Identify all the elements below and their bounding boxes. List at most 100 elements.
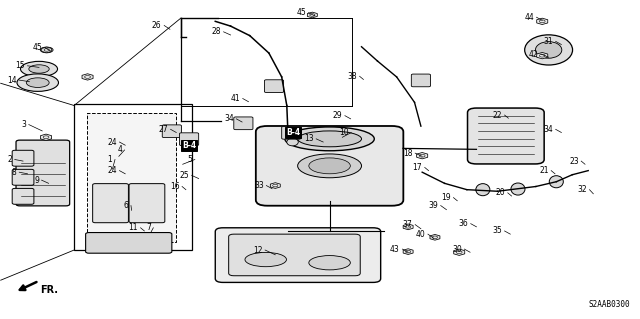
Text: 13: 13 [304, 134, 314, 143]
FancyBboxPatch shape [215, 228, 381, 282]
Polygon shape [403, 224, 413, 230]
Ellipse shape [29, 65, 49, 73]
Ellipse shape [40, 47, 53, 53]
Text: 11: 11 [129, 223, 138, 232]
Text: B-4: B-4 [286, 128, 300, 137]
FancyBboxPatch shape [282, 126, 301, 139]
Text: 7: 7 [146, 223, 151, 232]
Text: 17: 17 [413, 163, 422, 172]
Text: 34: 34 [543, 125, 553, 134]
Text: B-4: B-4 [182, 141, 196, 150]
Text: 15: 15 [15, 61, 25, 70]
Ellipse shape [309, 158, 350, 174]
Polygon shape [270, 183, 280, 189]
Text: 9: 9 [34, 176, 39, 185]
Ellipse shape [511, 183, 525, 195]
Text: 39: 39 [428, 201, 438, 210]
Text: 5: 5 [188, 155, 192, 164]
Text: 21: 21 [539, 166, 548, 175]
Ellipse shape [549, 176, 563, 188]
Ellipse shape [287, 129, 298, 136]
Text: 24: 24 [108, 137, 117, 146]
Text: 30: 30 [452, 245, 462, 254]
Text: 19: 19 [442, 193, 451, 202]
Polygon shape [403, 249, 413, 255]
Text: 43: 43 [390, 245, 400, 254]
Polygon shape [417, 152, 428, 159]
Text: 14: 14 [7, 76, 17, 85]
FancyBboxPatch shape [12, 169, 34, 185]
Text: 40: 40 [415, 230, 426, 239]
Text: 16: 16 [170, 182, 179, 191]
Polygon shape [454, 249, 465, 256]
Text: 25: 25 [179, 171, 189, 180]
Text: 36: 36 [458, 219, 468, 228]
FancyBboxPatch shape [16, 140, 70, 206]
FancyBboxPatch shape [179, 133, 198, 145]
Polygon shape [537, 52, 548, 59]
Ellipse shape [26, 78, 49, 87]
Text: 37: 37 [403, 220, 413, 229]
Text: 4: 4 [117, 145, 122, 154]
Bar [87, 114, 176, 242]
Text: 22: 22 [493, 111, 502, 120]
Text: 35: 35 [492, 226, 502, 235]
FancyBboxPatch shape [86, 233, 172, 253]
Text: 12: 12 [253, 246, 262, 255]
Text: 31: 31 [543, 37, 553, 46]
Text: 26: 26 [152, 21, 162, 30]
Text: FR.: FR. [40, 286, 58, 295]
FancyBboxPatch shape [12, 150, 34, 166]
Text: 38: 38 [348, 72, 357, 81]
Ellipse shape [20, 61, 58, 77]
Text: 10: 10 [339, 128, 349, 137]
Text: 45: 45 [296, 8, 306, 17]
Text: 2: 2 [8, 155, 12, 164]
Text: 20: 20 [495, 188, 505, 197]
FancyBboxPatch shape [467, 108, 544, 164]
Text: 24: 24 [108, 166, 117, 175]
Text: 6: 6 [124, 201, 129, 210]
Ellipse shape [298, 131, 362, 147]
Polygon shape [430, 234, 440, 240]
FancyBboxPatch shape [163, 125, 181, 137]
Text: 44: 44 [524, 13, 534, 22]
Text: 28: 28 [211, 27, 221, 36]
Text: 27: 27 [158, 125, 168, 134]
Text: 3: 3 [21, 120, 26, 129]
Ellipse shape [285, 127, 374, 151]
Text: 34: 34 [224, 114, 234, 123]
FancyBboxPatch shape [12, 189, 34, 204]
Ellipse shape [309, 256, 350, 270]
Text: 32: 32 [577, 185, 587, 194]
Ellipse shape [17, 74, 58, 91]
Text: 41: 41 [230, 94, 240, 103]
Text: 33: 33 [254, 181, 264, 190]
Text: 29: 29 [333, 111, 342, 120]
Text: S2AAB0300: S2AAB0300 [588, 300, 630, 309]
FancyBboxPatch shape [228, 234, 360, 276]
Text: 1: 1 [108, 155, 113, 164]
Polygon shape [42, 47, 52, 53]
Ellipse shape [536, 41, 562, 58]
Polygon shape [40, 134, 52, 140]
FancyBboxPatch shape [93, 184, 129, 223]
FancyBboxPatch shape [264, 80, 284, 93]
Polygon shape [307, 12, 317, 18]
Text: 45: 45 [33, 43, 42, 52]
Ellipse shape [525, 35, 573, 65]
Ellipse shape [245, 252, 287, 267]
Ellipse shape [43, 48, 50, 51]
Text: 8: 8 [12, 168, 17, 177]
Polygon shape [537, 18, 548, 25]
Text: 23: 23 [569, 157, 579, 166]
Text: 42: 42 [529, 49, 538, 59]
Text: 18: 18 [403, 149, 413, 158]
FancyBboxPatch shape [234, 117, 253, 130]
Polygon shape [82, 74, 93, 80]
Ellipse shape [476, 184, 490, 196]
FancyBboxPatch shape [129, 184, 165, 223]
Ellipse shape [287, 138, 298, 146]
FancyBboxPatch shape [412, 74, 431, 87]
FancyBboxPatch shape [256, 126, 403, 206]
